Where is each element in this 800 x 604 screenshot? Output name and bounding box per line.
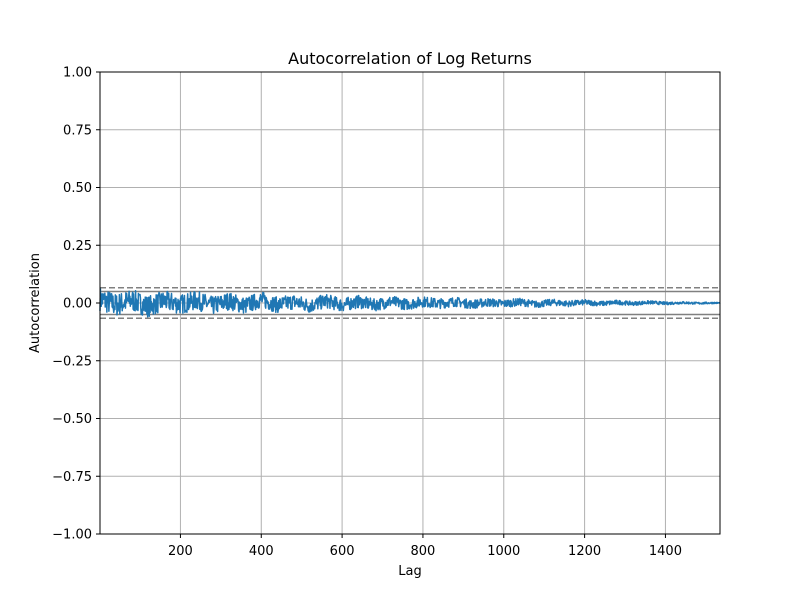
x-axis-ticks: 200 400 600 800 1000 1200 1400 bbox=[168, 534, 682, 559]
x-axis-label: Lag bbox=[398, 564, 421, 579]
y-tick-label: 0.50 bbox=[63, 181, 92, 196]
confidence-lines bbox=[100, 287, 720, 319]
x-tick-label: 200 bbox=[168, 544, 193, 559]
x-tick-label: 800 bbox=[411, 544, 436, 559]
series-layer bbox=[99, 288, 721, 318]
y-tick-label: −0.25 bbox=[52, 354, 92, 369]
y-axis-label: Autocorrelation bbox=[28, 253, 43, 353]
y-tick-label: 0.25 bbox=[63, 239, 92, 254]
y-tick-label: 1.00 bbox=[63, 66, 92, 81]
y-tick-label: 0.75 bbox=[63, 123, 92, 138]
x-tick-label: 1200 bbox=[568, 544, 601, 559]
chart-title: Autocorrelation of Log Returns bbox=[288, 49, 532, 68]
y-axis-ticks: −1.00 −0.75 −0.50 −0.25 0.00 0.25 0.50 0.75 1.00 bbox=[52, 66, 100, 543]
acf-series-line bbox=[99, 288, 721, 318]
y-tick-label: −0.50 bbox=[52, 412, 92, 427]
y-tick-label: −0.75 bbox=[52, 470, 92, 485]
x-tick-label: 1400 bbox=[649, 544, 682, 559]
y-tick-label: −1.00 bbox=[52, 528, 92, 543]
y-tick-label: 0.00 bbox=[63, 297, 92, 312]
x-tick-label: 1000 bbox=[487, 544, 520, 559]
x-tick-label: 600 bbox=[330, 544, 355, 559]
x-tick-label: 400 bbox=[249, 544, 274, 559]
